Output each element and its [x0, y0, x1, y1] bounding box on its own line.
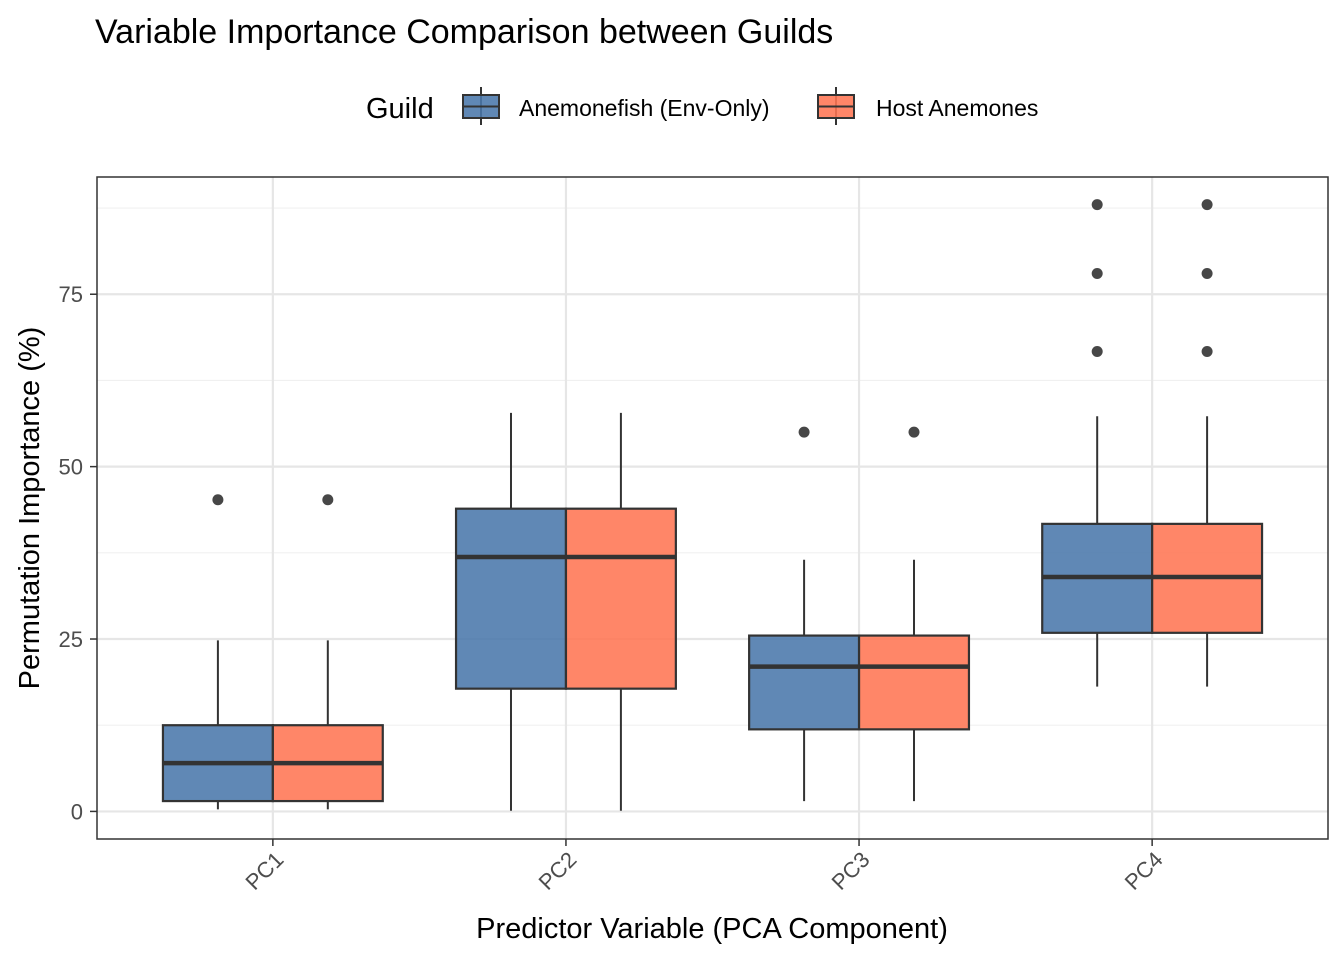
- y-tick-label: 25: [59, 627, 83, 652]
- box-series: [161, 199, 1264, 811]
- outlier-point: [1091, 345, 1103, 357]
- outlier-point: [322, 494, 334, 506]
- x-tick-label: PC4: [1120, 847, 1168, 895]
- box-iqr: [454, 507, 568, 690]
- y-tick-label: 50: [59, 455, 83, 480]
- box-pc3: [857, 426, 971, 802]
- box-pc4: [1151, 199, 1264, 687]
- y-axis-title: Permutation Importance (%): [14, 327, 46, 690]
- outlier-point: [1201, 345, 1213, 357]
- legend-item: Anemonefish (Env-Only): [462, 87, 770, 125]
- box-iqr: [857, 634, 971, 731]
- outlier-point: [1201, 199, 1213, 211]
- y-tick-label: 0: [71, 799, 83, 824]
- series-host-anemones: [271, 199, 1264, 811]
- x-axis: PC1 PC2 PC3 PC4: [240, 839, 1168, 895]
- plot-border: [96, 176, 1329, 840]
- x-axis-title: Predictor Variable (PCA Component): [476, 913, 948, 945]
- x-tick-label: PC2: [534, 847, 582, 895]
- box-iqr: [748, 634, 861, 731]
- legend-items: Anemonefish (Env-Only) Host Anemones: [462, 87, 1038, 125]
- x-tick-label: PC1: [240, 847, 288, 895]
- box-iqr: [564, 507, 677, 690]
- chart-title: Variable Importance Comparison between G…: [95, 13, 833, 51]
- legend-label: Host Anemones: [876, 95, 1038, 121]
- plot-panel: [96, 176, 1329, 840]
- y-tick-label: 75: [59, 282, 83, 307]
- box-pc2: [454, 412, 568, 811]
- legend: Guild Anemonefish (Env-Only) Host Anemone…: [366, 87, 1038, 125]
- outlier-point: [1091, 199, 1103, 211]
- outlier-point: [908, 426, 920, 438]
- box-pc4: [1041, 199, 1154, 687]
- legend-title: Guild: [366, 93, 434, 125]
- legend-item: Host Anemones: [817, 87, 1038, 125]
- outlier-point: [798, 426, 810, 438]
- x-tick-label: PC3: [827, 847, 875, 895]
- series-anemonefish-env-only: [161, 199, 1154, 811]
- outlier-point: [1091, 268, 1103, 280]
- box-pc2: [564, 412, 677, 811]
- box-pc1: [271, 494, 384, 810]
- outlier-point: [212, 494, 224, 506]
- y-axis: 0 25 50 75: [59, 282, 97, 824]
- outlier-point: [1201, 268, 1213, 280]
- legend-label: Anemonefish (Env-Only): [519, 95, 770, 121]
